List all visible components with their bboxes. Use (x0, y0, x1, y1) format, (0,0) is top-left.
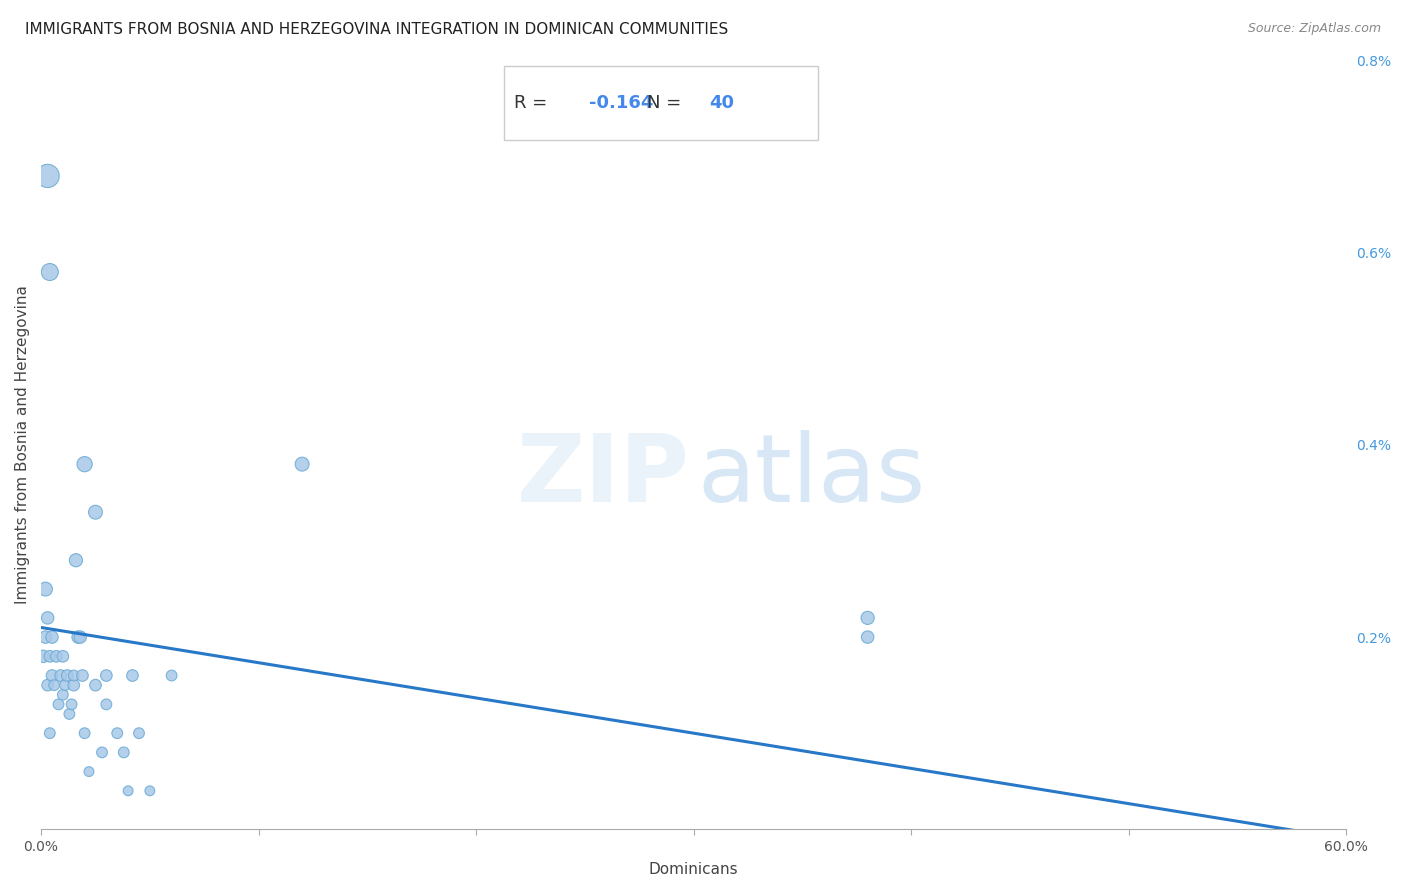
Point (37, 678, 59, 692)
Text: Source: ZipAtlas.com: Source: ZipAtlas.com (1247, 22, 1381, 36)
Point (60, 698, 83, 712)
Text: 40: 40 (709, 94, 734, 112)
Text: R =: R = (513, 94, 553, 112)
Point (84, 678, 107, 692)
Point (91, 745, 114, 759)
Point (65, 553, 87, 567)
Point (291, 457, 314, 471)
FancyBboxPatch shape (505, 66, 818, 140)
Point (44, 678, 66, 692)
Point (38, 649, 60, 664)
Point (48, 698, 70, 712)
Point (52, 649, 75, 664)
Point (856, 630, 879, 644)
Text: -0.164: -0.164 (589, 94, 654, 112)
Point (117, 784, 139, 798)
Point (72, 668, 94, 682)
Point (38, 265, 60, 279)
Point (105, 726, 128, 740)
Point (84, 505, 107, 519)
Point (34, 582, 56, 596)
Text: ZIP: ZIP (517, 430, 690, 522)
Point (41, 630, 63, 644)
Point (32, 649, 55, 664)
X-axis label: Dominicans: Dominicans (648, 862, 738, 877)
Point (49, 668, 72, 682)
Point (56, 668, 79, 682)
Point (58, 706, 80, 721)
Point (73, 726, 96, 740)
Point (128, 726, 150, 740)
Point (73, 457, 96, 471)
Point (38, 726, 60, 740)
Point (69, 630, 91, 644)
Point (53, 678, 76, 692)
Point (41, 668, 63, 682)
Point (52, 688, 75, 702)
Point (67, 630, 90, 644)
Point (77, 764, 100, 779)
Point (121, 668, 143, 682)
Point (37, 611, 59, 625)
Point (62, 668, 84, 682)
Point (112, 745, 135, 759)
Point (45, 649, 67, 664)
Point (160, 668, 183, 682)
Point (139, 784, 162, 798)
Point (37, 169, 59, 183)
Point (856, 611, 879, 625)
Point (62, 678, 84, 692)
Text: atlas: atlas (697, 430, 925, 522)
Point (96, 668, 118, 682)
Text: IMMIGRANTS FROM BOSNIA AND HERZEGOVINA INTEGRATION IN DOMINICAN COMMUNITIES: IMMIGRANTS FROM BOSNIA AND HERZEGOVINA I… (25, 22, 728, 37)
Point (34, 630, 56, 644)
Text: N =: N = (647, 94, 688, 112)
Y-axis label: Immigrants from Bosnia and Herzegovina: Immigrants from Bosnia and Herzegovina (15, 285, 30, 605)
Point (96, 698, 118, 712)
